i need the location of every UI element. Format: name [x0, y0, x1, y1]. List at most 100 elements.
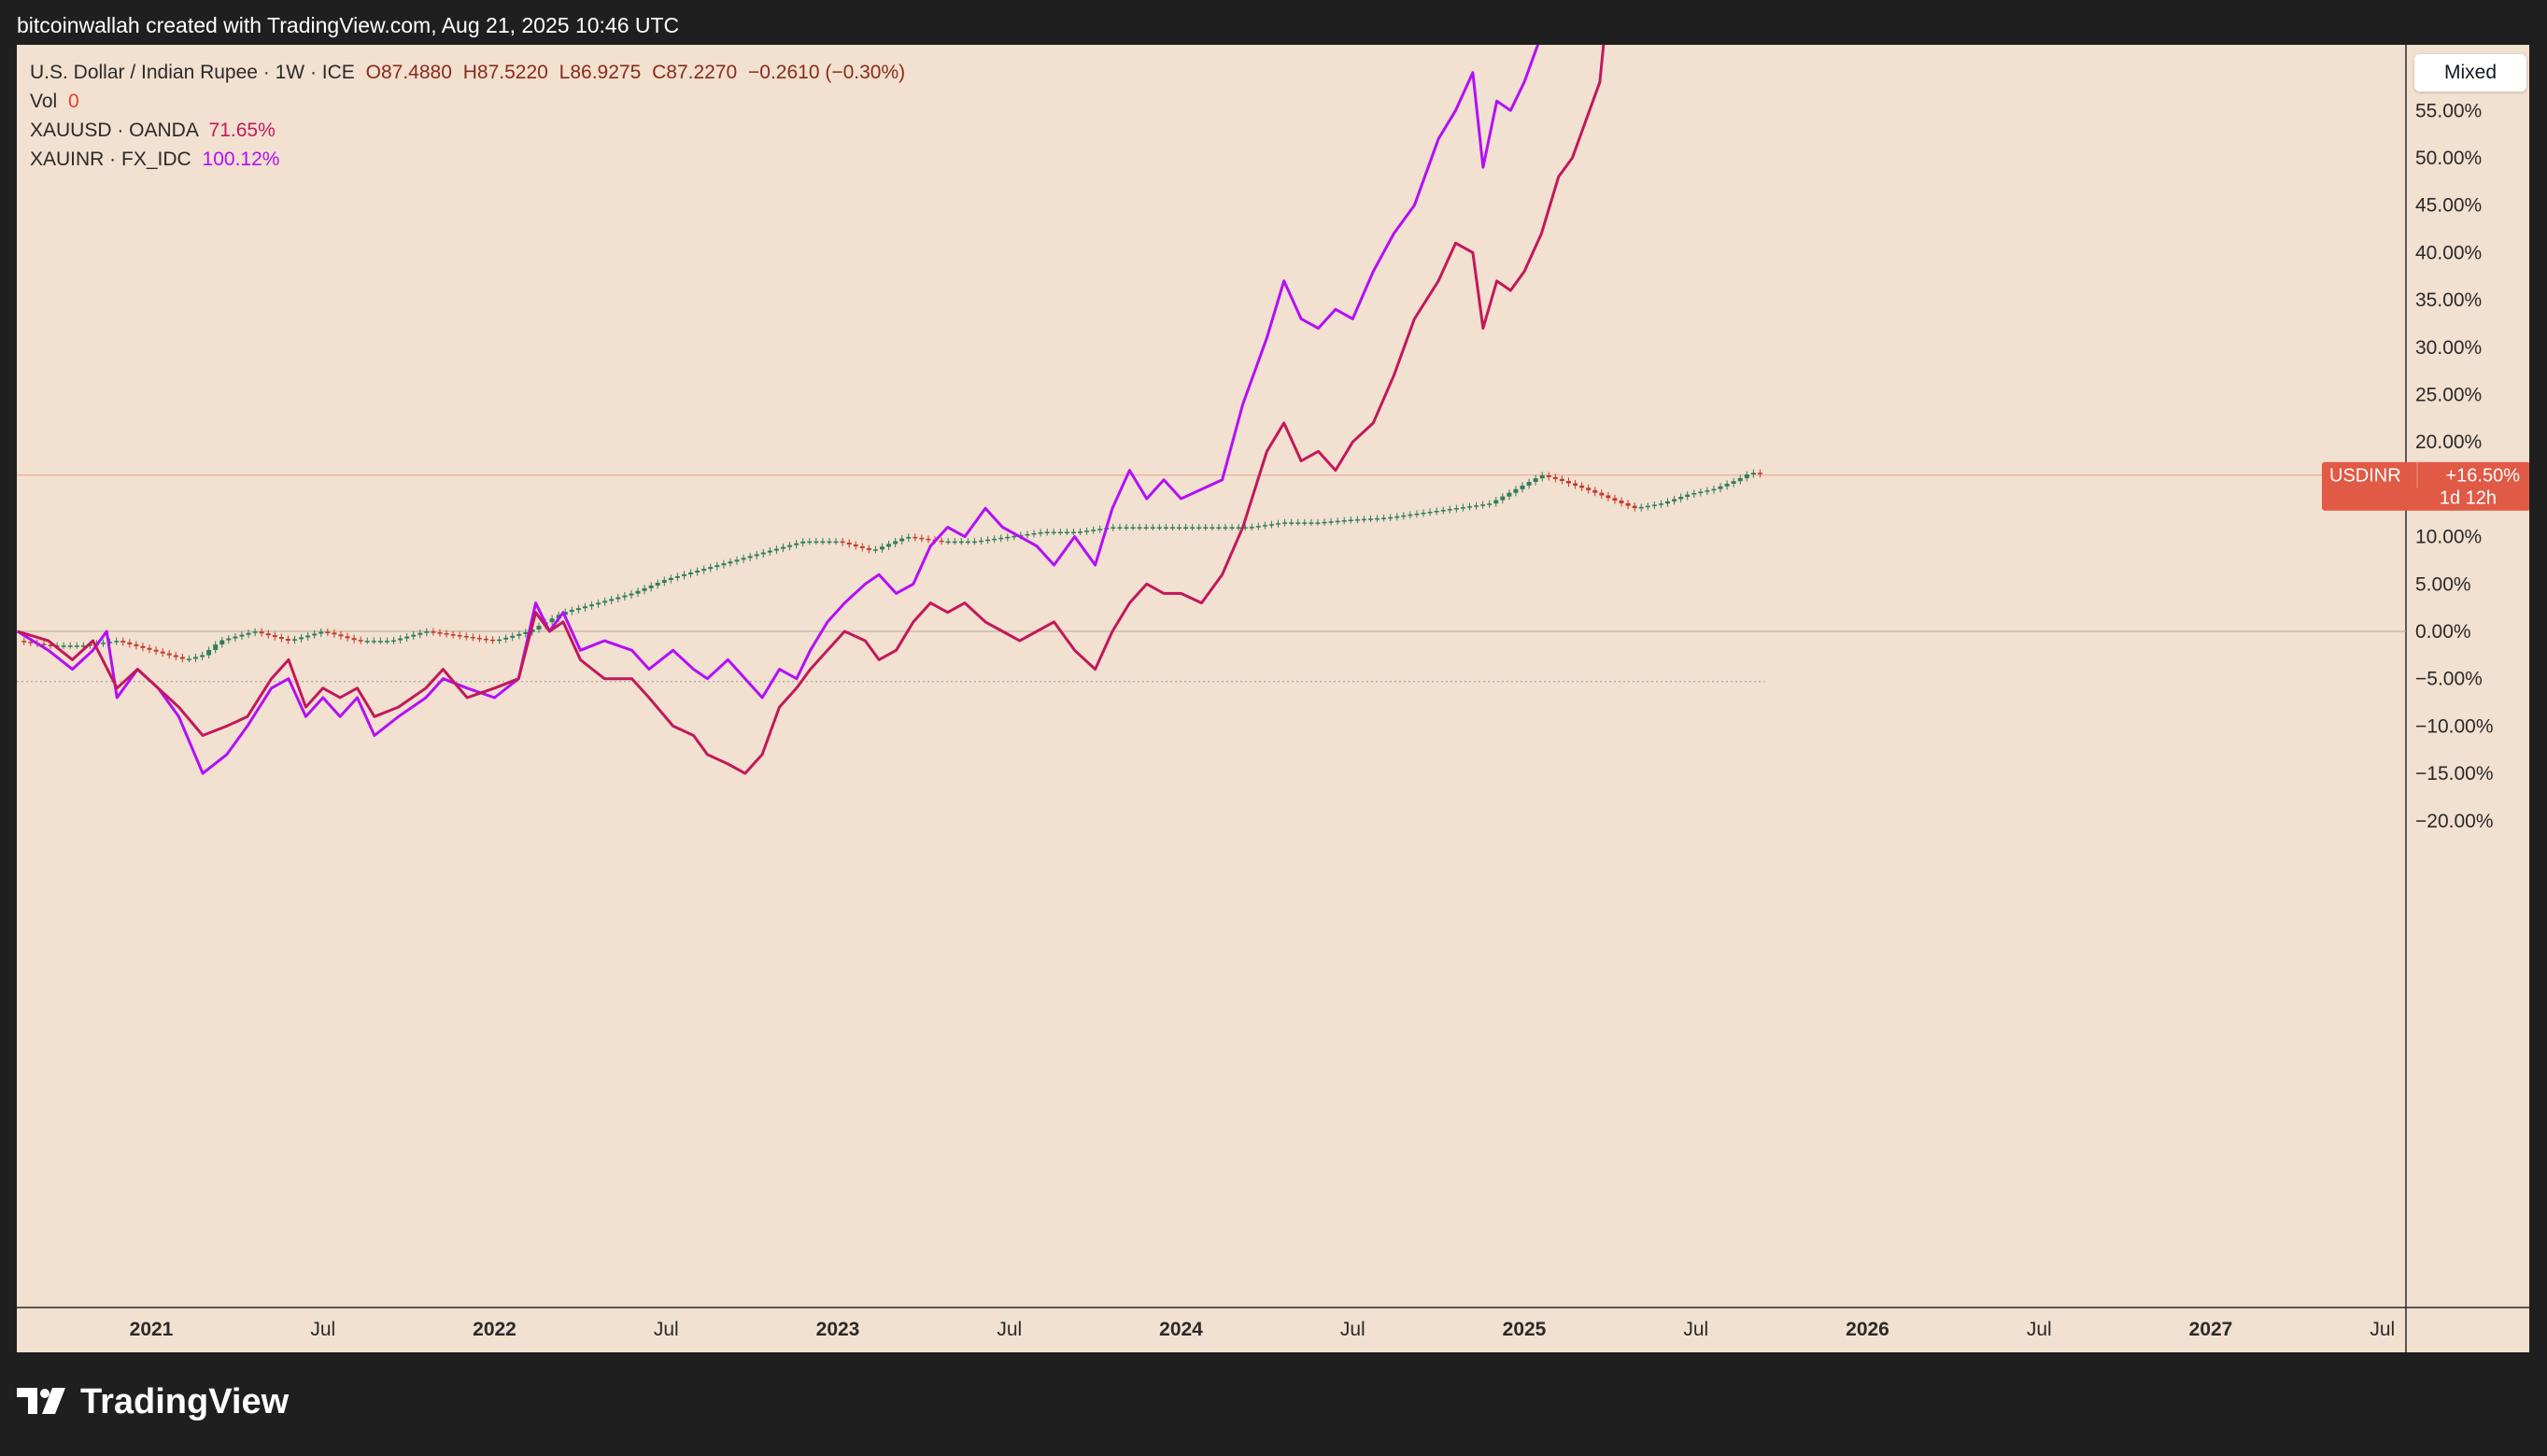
candle-body [1190, 527, 1196, 529]
candle-body [1361, 518, 1366, 521]
candle-body [312, 633, 318, 636]
candle-body [516, 633, 522, 636]
candle-body [674, 575, 680, 578]
candle-body [1678, 496, 1684, 500]
candle-body [371, 641, 376, 643]
candle-body [213, 644, 219, 650]
candle-body [1367, 518, 1373, 520]
legend-xauinr[interactable]: XAUINR · FX_IDC 100.12% [30, 145, 905, 174]
candle-body [827, 541, 832, 544]
candle-body [1500, 496, 1506, 501]
candle-body [747, 556, 753, 558]
candle-body [1685, 494, 1691, 497]
candle-body [906, 536, 912, 539]
candle-body [1249, 527, 1254, 529]
candle-body [1025, 533, 1030, 536]
candle-body [1276, 523, 1281, 525]
candle-body [734, 559, 740, 562]
candle-body [107, 642, 113, 643]
candle-body [575, 608, 581, 611]
chart-area[interactable] [17, 45, 2529, 1352]
candle-body [985, 539, 991, 542]
y-tick-label: 50.00% [2415, 148, 2482, 169]
candle-body [278, 637, 284, 640]
candle-body [1539, 474, 1545, 479]
candle-body [404, 636, 410, 639]
x-tick-label: Jul [1683, 1319, 1708, 1340]
candle-body [1295, 522, 1301, 524]
x-tick-label: Jul [997, 1319, 1022, 1340]
candle-body [160, 651, 165, 654]
y-tick-label: 30.00% [2415, 337, 2482, 359]
candle-body [754, 554, 759, 557]
candle-body [1388, 516, 1394, 519]
legend-change: −0.2610 (−0.30%) [748, 62, 906, 83]
price-tag-bg [2322, 461, 2529, 511]
candle-body [939, 540, 944, 543]
candle-body [1559, 478, 1564, 482]
y-tick-label: −10.00% [2415, 715, 2494, 737]
x-tick-label: Jul [2370, 1319, 2395, 1340]
candle-body [1718, 486, 1723, 489]
candle-body [642, 587, 647, 591]
candle-body [1487, 503, 1493, 505]
y-tick-label: −15.00% [2415, 763, 2494, 785]
candle-body [437, 632, 443, 634]
price-tag-symbol: USDINR [2329, 466, 2401, 487]
candle-body [1546, 474, 1551, 477]
candle-body [741, 558, 746, 560]
candle-body [1242, 527, 1248, 529]
candle-body [417, 632, 423, 635]
price-chart[interactable]: 105.00%100.00%95.00%90.00%85.00%80.00%75… [17, 45, 2529, 1352]
candle-body [1156, 527, 1162, 529]
candle-body [134, 643, 139, 646]
price-tag-value: +16.50% [2445, 466, 2520, 487]
candle-body [345, 636, 350, 639]
candle-body [246, 632, 251, 635]
candle-body [767, 550, 772, 553]
candle-body [1599, 492, 1605, 496]
y-tick-label: 10.00% [2415, 527, 2482, 548]
scale-mode-button[interactable]: Mixed [2414, 54, 2526, 92]
candle-body [252, 631, 258, 633]
candle-body [265, 633, 271, 636]
candle-body [1223, 527, 1228, 529]
tradingview-logo[interactable]: TradingView [17, 1382, 289, 1422]
candle-body [695, 571, 700, 573]
candle-body [325, 631, 331, 634]
candle-body [655, 582, 660, 586]
candle-body [470, 636, 475, 639]
tradingview-logo-text: TradingView [80, 1382, 290, 1421]
candle-body [899, 538, 905, 542]
candle-body [794, 543, 799, 545]
candle-body [1757, 473, 1762, 474]
candle-body [80, 645, 86, 647]
candle-body [1480, 504, 1486, 506]
candle-body [483, 638, 488, 641]
legend-volume[interactable]: Vol 0 [30, 87, 905, 116]
legend-xauusd[interactable]: XAUUSD · OANDA 71.65% [30, 116, 905, 145]
candle-body [332, 632, 337, 635]
candle-body [1255, 526, 1261, 528]
candle-body [1322, 521, 1327, 524]
legend-main-series[interactable]: U.S. Dollar / Indian Rupee · 1W · ICE O8… [30, 58, 905, 87]
candle-body [926, 538, 931, 541]
candle-body [41, 643, 47, 645]
candle-body [859, 545, 865, 548]
legend-xauinr-name: XAUINR · FX_IDC [30, 148, 191, 170]
candle-body [1408, 514, 1413, 516]
candle-body [1229, 527, 1235, 529]
candle-body [457, 635, 462, 637]
candle-body [1341, 520, 1347, 522]
series-line-xauinr[interactable] [17, 45, 1765, 775]
candle-body [622, 595, 628, 598]
series-line-xauusd[interactable] [17, 45, 1765, 775]
candle-body [1163, 527, 1168, 529]
candle-body [21, 641, 27, 643]
chart-credit: bitcoinwallah created with TradingView.c… [17, 13, 680, 37]
chart-legend: U.S. Dollar / Indian Rupee · 1W · ICE O8… [30, 58, 905, 174]
candle-body [200, 655, 205, 657]
candle-body [787, 544, 793, 547]
candle-body [351, 638, 357, 641]
y-tick-label: −20.00% [2415, 811, 2494, 832]
